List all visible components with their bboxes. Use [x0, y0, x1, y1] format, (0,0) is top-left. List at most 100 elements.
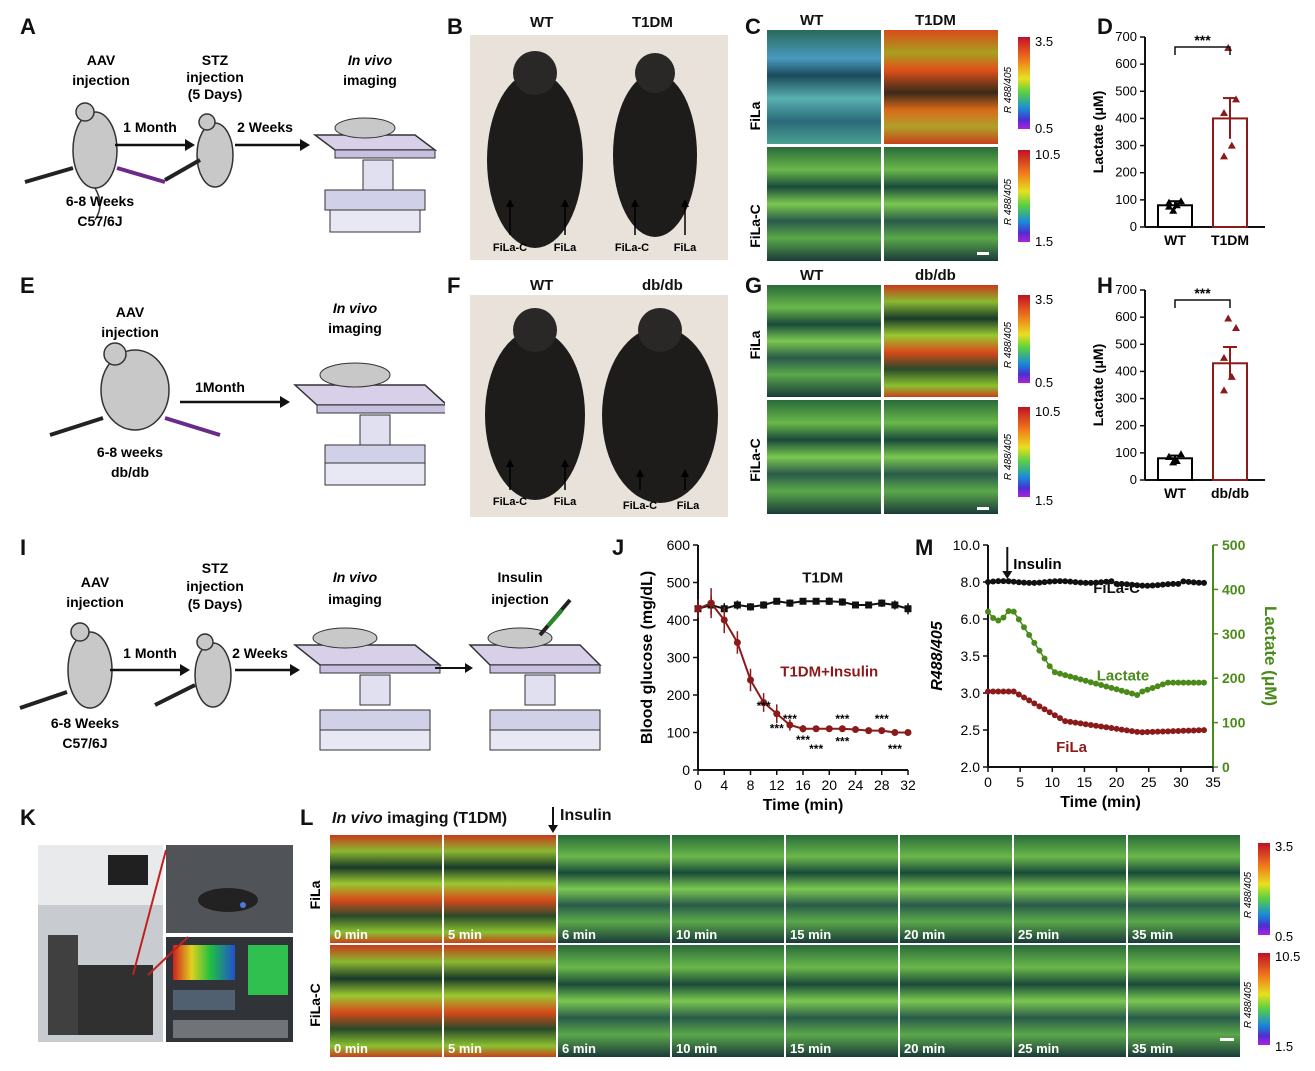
- f-fila-2: FiLa: [677, 500, 700, 512]
- f-wt: WT: [530, 277, 554, 294]
- c-cb2-min: 1.5: [1035, 234, 1053, 249]
- data-point: [799, 725, 807, 733]
- y-tick-label-right: 500: [1222, 537, 1246, 553]
- x-tick-label: 25: [1141, 774, 1157, 790]
- y-tick-label: 600: [667, 537, 691, 553]
- lactate-point: [1031, 639, 1038, 646]
- data-point: [852, 601, 859, 609]
- lactate-point: [1046, 663, 1053, 670]
- data-point: [786, 599, 794, 607]
- panel-label-h: H: [1097, 273, 1113, 298]
- image-dbdb-fila: [884, 285, 998, 397]
- g-cb1-min: 0.5: [1035, 375, 1053, 390]
- e-invivo-2: imaging: [328, 320, 382, 336]
- fila-point: [1082, 721, 1089, 728]
- data-point: [720, 616, 728, 624]
- g-row1: FiLa: [747, 330, 763, 359]
- data-point: [878, 727, 886, 735]
- data-point: [773, 597, 781, 605]
- fila-point: [1134, 728, 1141, 735]
- g-row2: FiLa-C: [747, 438, 763, 482]
- filac-point: [1021, 579, 1027, 586]
- lactate-point: [1062, 672, 1069, 679]
- fila-point: [1118, 726, 1125, 733]
- e-mouse-2: db/db: [111, 464, 149, 480]
- data-point: [1165, 452, 1173, 460]
- chart-j: 0 100 200 300 400 500 600 0 4 8 12 16 20 24 28 32 Time (…: [639, 537, 915, 814]
- i-aav-2: injection: [66, 594, 124, 610]
- lactate-point: [1098, 682, 1105, 689]
- significance-label: ***: [875, 712, 889, 726]
- a-arrow1-label: 1 Month: [123, 119, 177, 135]
- lactate-point: [995, 617, 1002, 624]
- microscope-stage-icon: [312, 117, 438, 233]
- t1dm-mouse-photo: [613, 73, 697, 237]
- lactate-point: [1185, 679, 1192, 686]
- g-dbdb: db/db: [915, 267, 956, 284]
- f-dbdb: db/db: [642, 277, 683, 294]
- frame-time-label: 25 min: [1018, 1041, 1059, 1056]
- microscope-stage-icon: [293, 362, 445, 486]
- data-point: [1220, 353, 1228, 361]
- data-point: [865, 727, 873, 735]
- panel-label-e: E: [20, 273, 35, 298]
- significance-label: ***: [809, 742, 823, 756]
- y-tick-label: 400: [667, 612, 691, 628]
- schematic-a: AAV injection STZ injection (5 Days) In …: [24, 52, 438, 233]
- data-point: [891, 601, 899, 609]
- image-wt-filac: [767, 147, 881, 261]
- y-tick-label: 10.0: [953, 537, 980, 553]
- significance-label: ***: [796, 733, 810, 747]
- panel-label-b: B: [447, 14, 463, 39]
- i-stz-3: (5 Days): [188, 596, 242, 612]
- series-label: T1DM+Insulin: [780, 663, 878, 680]
- a-invivo-2: imaging: [343, 72, 397, 88]
- lactate-point: [1118, 687, 1125, 694]
- x-tick-label: 16: [795, 777, 811, 793]
- i-invivo-2: imaging: [328, 591, 382, 607]
- x-tick-label: 24: [848, 777, 864, 793]
- fila-point: [990, 688, 997, 695]
- frame-fila: [900, 835, 1012, 943]
- a-aav-2: injection: [72, 72, 130, 88]
- filac-point: [1180, 578, 1187, 585]
- a-invivo-1: In vivo: [348, 52, 393, 68]
- x-tick-label: 30: [1173, 774, 1189, 790]
- data-point: [1232, 95, 1240, 103]
- frame-filac: [786, 945, 898, 1057]
- fila-point: [1113, 725, 1120, 732]
- lactate-point: [1108, 684, 1115, 691]
- c-cb2-max: 10.5: [1035, 147, 1060, 162]
- significance-label: ***: [757, 699, 771, 713]
- filac-point: [1087, 579, 1094, 586]
- filac-point: [1159, 581, 1166, 588]
- x-tick-label: T1DM: [1211, 232, 1249, 248]
- chart-h: 0 100 200 300 400 500 600 700 Lactate (μM) WT db/d…: [1090, 282, 1265, 501]
- frame-time-label: 10 min: [676, 1041, 717, 1056]
- fila-point: [1154, 728, 1161, 735]
- g-cb2-label: R 488/405: [1003, 433, 1014, 480]
- frame-filac: [900, 945, 1012, 1057]
- filac-point: [1098, 579, 1105, 586]
- panel-label-l: L: [300, 805, 314, 830]
- significance-label: ***: [835, 735, 849, 749]
- lactate-point: [1159, 681, 1166, 688]
- y-tick-label-right: 300: [1222, 626, 1246, 642]
- data-point: [1227, 372, 1236, 380]
- i-aav-1: AAV: [81, 574, 110, 590]
- data-point: [1220, 386, 1228, 394]
- frame-fila: [786, 835, 898, 943]
- lactate-point: [1051, 669, 1058, 676]
- y-tick-label: 400: [1115, 363, 1137, 378]
- data-point: [799, 597, 807, 605]
- b-t1dm: T1DM: [632, 14, 673, 31]
- data-point: [1165, 202, 1173, 210]
- fila-point: [1103, 724, 1110, 731]
- y-axis-label-right: Lactate (μM): [1261, 606, 1280, 706]
- wt-mouse-photo: [487, 72, 583, 248]
- y-tick-label: 100: [1115, 192, 1137, 207]
- lactate-point: [1149, 684, 1156, 691]
- lactate-point: [1041, 655, 1048, 662]
- image-wt-fila: [767, 30, 881, 144]
- fila-point: [1041, 706, 1048, 713]
